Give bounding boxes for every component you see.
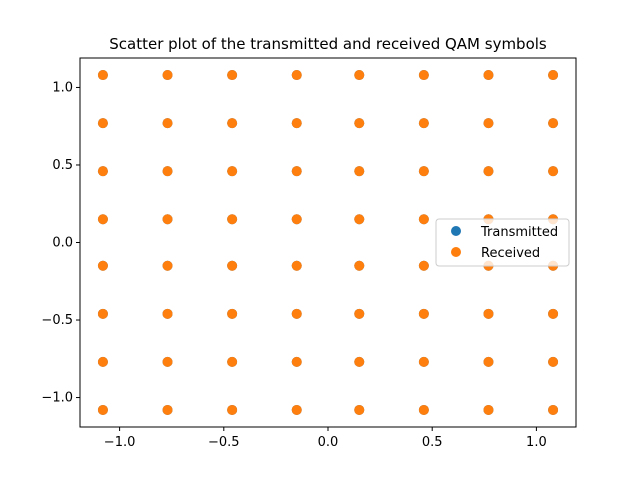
received-point xyxy=(227,70,238,81)
received-point xyxy=(418,260,429,271)
received-point xyxy=(97,260,108,271)
received-point xyxy=(162,356,173,367)
received-point xyxy=(418,118,429,129)
received-point xyxy=(354,308,365,319)
legend: Transmitted Received xyxy=(435,218,570,267)
y-tick-label: −1.0 xyxy=(41,391,73,406)
y-tick-label: 0.5 xyxy=(52,158,73,173)
received-point xyxy=(162,70,173,81)
received-point xyxy=(354,260,365,271)
received-point xyxy=(418,356,429,367)
received-point xyxy=(418,70,429,81)
legend-marker-received xyxy=(451,247,461,257)
received-point xyxy=(354,214,365,225)
received-point xyxy=(291,260,302,271)
received-point xyxy=(227,308,238,319)
received-point xyxy=(291,356,302,367)
received-point xyxy=(548,356,559,367)
y-tick-label: 1.0 xyxy=(52,80,73,95)
received-point xyxy=(227,118,238,129)
points-layer xyxy=(97,70,559,415)
received-point xyxy=(227,404,238,415)
legend-marker-transmitted xyxy=(451,226,461,236)
received-point xyxy=(97,308,108,319)
received-point xyxy=(548,166,559,177)
received-point xyxy=(418,404,429,415)
x-tick-label: 0.0 xyxy=(318,435,339,450)
received-point xyxy=(291,166,302,177)
received-point xyxy=(418,308,429,319)
received-point xyxy=(483,118,494,129)
received-point xyxy=(291,118,302,129)
axes-layer: −1.0 −0.5 0.0 0.5 1.0 −1.0 −0.5 0.0 0.5 1.0 xyxy=(41,80,546,450)
received-point xyxy=(227,214,238,225)
received-point xyxy=(354,404,365,415)
received-point xyxy=(548,308,559,319)
received-point xyxy=(483,166,494,177)
received-point xyxy=(162,214,173,225)
received-point xyxy=(97,356,108,367)
received-point xyxy=(97,70,108,81)
y-tick-label: −0.5 xyxy=(41,313,73,328)
received-point xyxy=(418,166,429,177)
received-point xyxy=(354,356,365,367)
received-point xyxy=(483,404,494,415)
legend-label-transmitted: Transmitted xyxy=(480,225,558,240)
received-point xyxy=(291,214,302,225)
y-tick-label: 0.0 xyxy=(52,236,73,251)
received-point xyxy=(418,214,429,225)
received-point xyxy=(483,308,494,319)
received-point xyxy=(291,308,302,319)
received-point xyxy=(227,260,238,271)
legend-box xyxy=(435,218,570,267)
received-point xyxy=(162,118,173,129)
received-point xyxy=(548,70,559,81)
received-point xyxy=(97,404,108,415)
x-tick-label: 1.0 xyxy=(526,435,547,450)
received-point xyxy=(291,404,302,415)
legend-label-received: Received xyxy=(481,246,540,261)
received-point xyxy=(162,308,173,319)
x-tick-label: 0.5 xyxy=(422,435,443,450)
received-point xyxy=(227,356,238,367)
received-point xyxy=(548,118,559,129)
received-point xyxy=(354,70,365,81)
received-point xyxy=(483,70,494,81)
received-point xyxy=(97,118,108,129)
received-point xyxy=(227,166,238,177)
x-tick-label: −0.5 xyxy=(208,435,240,450)
received-point xyxy=(291,70,302,81)
chart-title: Scatter plot of the transmitted and rece… xyxy=(109,35,547,53)
received-point xyxy=(97,166,108,177)
received-point xyxy=(354,118,365,129)
received-point xyxy=(483,356,494,367)
received-point xyxy=(354,166,365,177)
received-point xyxy=(162,260,173,271)
x-tick-label: −1.0 xyxy=(104,435,136,450)
received-point xyxy=(97,214,108,225)
received-point xyxy=(162,404,173,415)
received-point xyxy=(548,404,559,415)
received-point xyxy=(162,166,173,177)
